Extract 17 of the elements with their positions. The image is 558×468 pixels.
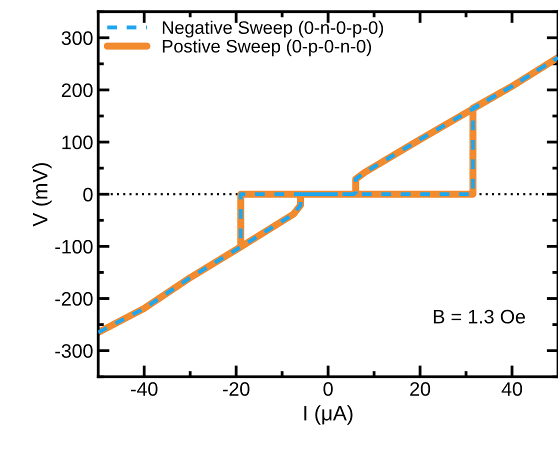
x-tick-label: -40 <box>131 382 158 396</box>
y-tick-label: 200 <box>62 83 93 98</box>
y-tick-label: -300 <box>55 344 93 358</box>
y-tick-label: 100 <box>62 136 93 150</box>
x-tick-label: 20 <box>410 382 430 396</box>
annotation: B = 1.3 Oe <box>434 310 525 324</box>
legend-label: Negative Sweep (0-n-0-p-0) <box>162 20 384 38</box>
x-tick-label: 0 <box>323 382 333 396</box>
y-tick-label: -200 <box>55 292 93 306</box>
y-tick-label: 0 <box>83 188 93 202</box>
x-tick-label: 40 <box>502 382 522 396</box>
y-tick-label: -100 <box>55 240 93 254</box>
legend-label: Postive Sweep (0-p-0-n-0) <box>162 39 372 56</box>
x-axis-title: I (μA) <box>304 405 352 425</box>
y-axis-title: V (mV) <box>32 163 52 227</box>
y-tick-label: 300 <box>62 31 93 46</box>
x-tick-label: -20 <box>222 382 250 396</box>
